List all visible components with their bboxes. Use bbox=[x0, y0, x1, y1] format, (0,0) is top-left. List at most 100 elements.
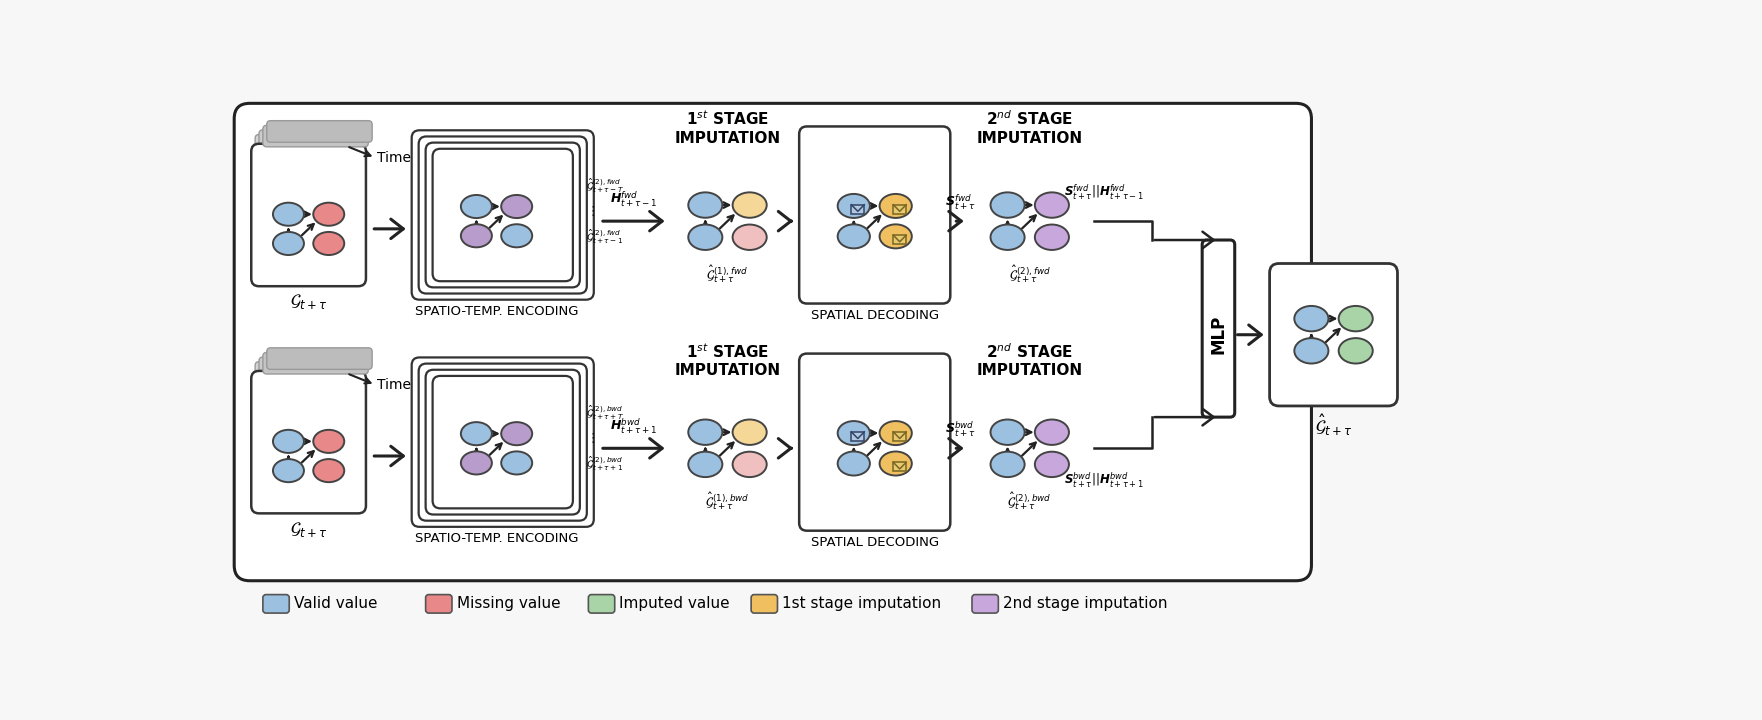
Ellipse shape bbox=[990, 192, 1025, 217]
Ellipse shape bbox=[733, 192, 766, 217]
Text: Valid value: Valid value bbox=[294, 596, 377, 611]
Ellipse shape bbox=[733, 420, 766, 445]
Bar bbox=[893, 462, 906, 471]
Ellipse shape bbox=[1339, 306, 1373, 331]
Text: MLP: MLP bbox=[1209, 315, 1228, 354]
FancyBboxPatch shape bbox=[259, 357, 365, 379]
Ellipse shape bbox=[733, 225, 766, 250]
Text: $\hat{\mathcal{G}}_{t+\tau}^{(1),bwd}$: $\hat{\mathcal{G}}_{t+\tau}^{(1),bwd}$ bbox=[705, 490, 751, 512]
Text: $\boldsymbol{S}_{t+\tau}^{fwd}||\boldsymbol{H}_{t+\tau-1}^{fwd}$: $\boldsymbol{S}_{t+\tau}^{fwd}||\boldsym… bbox=[1064, 182, 1144, 202]
Text: 1st stage imputation: 1st stage imputation bbox=[782, 596, 941, 611]
Text: $\hat{\mathcal{G}}_{t+\tau}$: $\hat{\mathcal{G}}_{t+\tau}$ bbox=[1314, 412, 1353, 438]
Ellipse shape bbox=[462, 224, 492, 248]
FancyBboxPatch shape bbox=[255, 135, 361, 156]
FancyBboxPatch shape bbox=[751, 595, 777, 613]
Ellipse shape bbox=[314, 202, 344, 226]
Text: $\boldsymbol{S}_{t+\tau}^{bwd}$: $\boldsymbol{S}_{t+\tau}^{bwd}$ bbox=[944, 420, 976, 439]
Ellipse shape bbox=[837, 194, 870, 218]
Ellipse shape bbox=[1034, 192, 1070, 217]
FancyBboxPatch shape bbox=[252, 371, 366, 513]
Ellipse shape bbox=[990, 225, 1025, 250]
FancyBboxPatch shape bbox=[1270, 264, 1397, 406]
Ellipse shape bbox=[1034, 225, 1070, 250]
Ellipse shape bbox=[1295, 338, 1329, 364]
Bar bbox=[893, 432, 906, 441]
Ellipse shape bbox=[1034, 451, 1070, 477]
Ellipse shape bbox=[273, 459, 305, 482]
Ellipse shape bbox=[273, 202, 305, 226]
FancyBboxPatch shape bbox=[263, 595, 289, 613]
Ellipse shape bbox=[500, 224, 532, 248]
FancyBboxPatch shape bbox=[263, 352, 368, 374]
FancyBboxPatch shape bbox=[259, 130, 365, 151]
Text: Time: Time bbox=[377, 378, 411, 392]
Text: $\vdots$: $\vdots$ bbox=[587, 431, 596, 445]
FancyBboxPatch shape bbox=[426, 370, 580, 515]
Ellipse shape bbox=[689, 420, 722, 445]
Ellipse shape bbox=[1034, 420, 1070, 445]
Ellipse shape bbox=[314, 430, 344, 453]
Ellipse shape bbox=[500, 422, 532, 445]
Text: $\boldsymbol{S}_{t+\tau}^{bwd}||\boldsymbol{H}_{t+\tau+1}^{bwd}$: $\boldsymbol{S}_{t+\tau}^{bwd}||\boldsym… bbox=[1064, 471, 1144, 490]
Ellipse shape bbox=[689, 225, 722, 250]
Ellipse shape bbox=[462, 422, 492, 445]
FancyBboxPatch shape bbox=[419, 137, 587, 294]
Ellipse shape bbox=[879, 225, 911, 248]
Text: 2nd stage imputation: 2nd stage imputation bbox=[1003, 596, 1168, 611]
FancyBboxPatch shape bbox=[800, 354, 950, 531]
Ellipse shape bbox=[990, 420, 1025, 445]
Text: $\boldsymbol{H}_{t+\tau-1}^{fwd}$: $\boldsymbol{H}_{t+\tau-1}^{fwd}$ bbox=[610, 189, 657, 209]
Text: SPATIO-TEMP. ENCODING: SPATIO-TEMP. ENCODING bbox=[414, 532, 578, 545]
Ellipse shape bbox=[879, 421, 911, 445]
Bar bbox=[893, 204, 906, 214]
Bar bbox=[851, 204, 863, 214]
Text: Missing value: Missing value bbox=[456, 596, 560, 611]
FancyBboxPatch shape bbox=[419, 364, 587, 521]
Ellipse shape bbox=[500, 451, 532, 474]
FancyBboxPatch shape bbox=[1202, 240, 1235, 417]
Text: 2$^{nd}$ STAGE
IMPUTATION: 2$^{nd}$ STAGE IMPUTATION bbox=[976, 342, 1084, 378]
Text: Imputed value: Imputed value bbox=[620, 596, 729, 611]
FancyBboxPatch shape bbox=[252, 144, 366, 287]
Text: $\hat{\mathcal{G}}_{t+\tau-T}^{(2),fwd}$: $\hat{\mathcal{G}}_{t+\tau-T}^{(2),fwd}$ bbox=[587, 176, 624, 195]
Bar bbox=[851, 432, 863, 441]
FancyBboxPatch shape bbox=[433, 376, 573, 508]
Text: $\hat{\mathcal{G}}_{t+\tau}^{(2),fwd}$: $\hat{\mathcal{G}}_{t+\tau}^{(2),fwd}$ bbox=[1008, 264, 1050, 285]
Ellipse shape bbox=[733, 451, 766, 477]
Ellipse shape bbox=[837, 421, 870, 445]
Ellipse shape bbox=[273, 232, 305, 255]
Text: $\hat{\mathcal{G}}_{t+\tau}^{(2),bwd}$: $\hat{\mathcal{G}}_{t+\tau}^{(2),bwd}$ bbox=[1008, 490, 1052, 512]
Ellipse shape bbox=[837, 451, 870, 475]
Text: SPATIAL DECODING: SPATIAL DECODING bbox=[811, 536, 939, 549]
Text: $\hat{\mathcal{G}}_{t+\tau-1}^{(2),fwd}$: $\hat{\mathcal{G}}_{t+\tau-1}^{(2),fwd}$ bbox=[587, 228, 624, 246]
FancyBboxPatch shape bbox=[800, 127, 950, 304]
Ellipse shape bbox=[1295, 306, 1329, 331]
Text: 2$^{nd}$ STAGE
IMPUTATION: 2$^{nd}$ STAGE IMPUTATION bbox=[976, 109, 1084, 145]
Ellipse shape bbox=[837, 225, 870, 248]
Text: $\hat{\mathcal{G}}_{t+\tau}^{(1),fwd}$: $\hat{\mathcal{G}}_{t+\tau}^{(1),fwd}$ bbox=[707, 264, 749, 285]
Text: $\boldsymbol{S}_{t+\tau}^{fwd}$: $\boldsymbol{S}_{t+\tau}^{fwd}$ bbox=[944, 192, 976, 212]
Text: $\hat{\mathcal{G}}_{t+\tau+T}^{(2),bwd}$: $\hat{\mathcal{G}}_{t+\tau+T}^{(2),bwd}$ bbox=[587, 404, 624, 422]
FancyBboxPatch shape bbox=[426, 143, 580, 287]
Text: SPATIAL DECODING: SPATIAL DECODING bbox=[811, 309, 939, 322]
FancyBboxPatch shape bbox=[433, 149, 573, 282]
Ellipse shape bbox=[879, 451, 911, 475]
Text: $\hat{\mathcal{G}}_{t+\tau+1}^{(2),bwd}$: $\hat{\mathcal{G}}_{t+\tau+1}^{(2),bwd}$ bbox=[587, 454, 624, 473]
Text: $\boldsymbol{H}_{t+\tau+1}^{bwd}$: $\boldsymbol{H}_{t+\tau+1}^{bwd}$ bbox=[610, 417, 657, 436]
Ellipse shape bbox=[314, 459, 344, 482]
Text: $\mathcal{G}_{t+\tau}$: $\mathcal{G}_{t+\tau}$ bbox=[289, 292, 328, 311]
Text: SPATIO-TEMP. ENCODING: SPATIO-TEMP. ENCODING bbox=[414, 305, 578, 318]
FancyBboxPatch shape bbox=[266, 121, 372, 143]
Ellipse shape bbox=[500, 195, 532, 218]
Ellipse shape bbox=[462, 451, 492, 474]
Text: $\mathcal{G}_{t+\tau}$: $\mathcal{G}_{t+\tau}$ bbox=[289, 520, 328, 539]
Text: Time: Time bbox=[377, 150, 411, 165]
Text: 1$^{st}$ STAGE
IMPUTATION: 1$^{st}$ STAGE IMPUTATION bbox=[675, 342, 781, 378]
FancyBboxPatch shape bbox=[426, 595, 453, 613]
Ellipse shape bbox=[1339, 338, 1373, 364]
Ellipse shape bbox=[689, 192, 722, 217]
FancyBboxPatch shape bbox=[266, 348, 372, 369]
Bar bbox=[893, 235, 906, 244]
FancyBboxPatch shape bbox=[234, 104, 1311, 581]
Ellipse shape bbox=[689, 451, 722, 477]
